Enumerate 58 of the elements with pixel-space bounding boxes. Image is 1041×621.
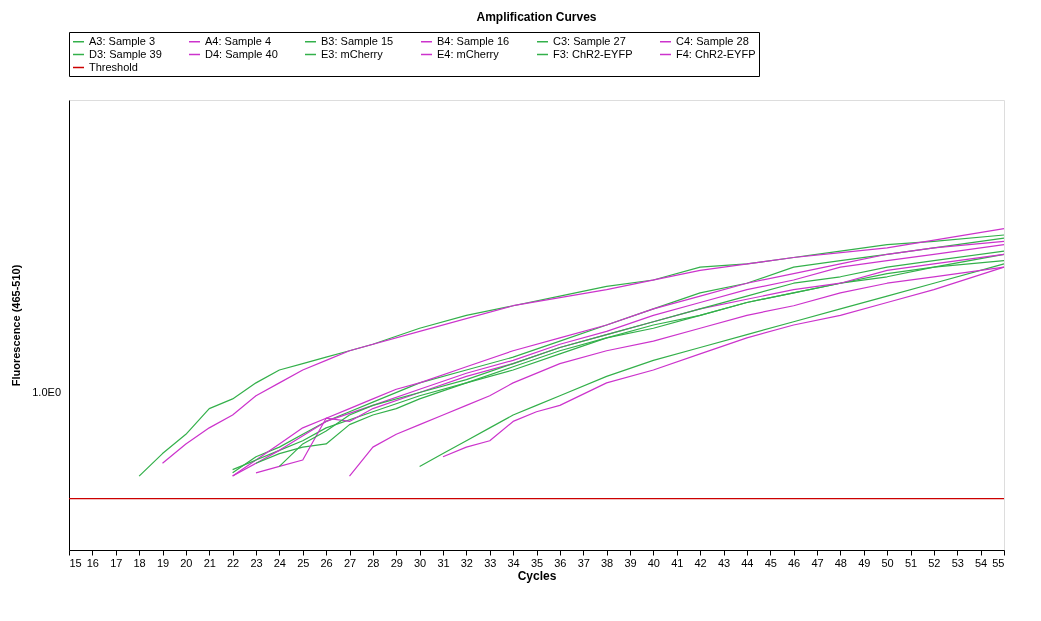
x-tick-label: 53 — [951, 556, 964, 569]
x-tick-label: 55 — [992, 556, 1005, 569]
x-tick-label: 31 — [437, 556, 450, 569]
x-tick-label: 34 — [507, 556, 520, 569]
x-tick-label: 16 — [86, 556, 99, 569]
x-tick-label: 52 — [928, 556, 941, 569]
x-tick-label: 43 — [717, 556, 731, 569]
legend-label: C4: Sample 28 — [676, 34, 749, 47]
x-tick-label: 20 — [180, 556, 193, 569]
x-tick-label: 29 — [390, 556, 403, 569]
x-tick-label: 38 — [601, 556, 614, 569]
x-tick-label: 35 — [530, 556, 544, 569]
x-tick-label: 32 — [460, 556, 473, 569]
x-tick-label: 37 — [577, 556, 590, 569]
x-tick-label: 21 — [203, 556, 216, 569]
legend-label: F3: ChR2-EYFP — [553, 47, 633, 60]
x-tick-label: 24 — [273, 556, 286, 569]
x-tick-label: 18 — [133, 556, 146, 569]
x-tick-label: 26 — [320, 556, 333, 569]
x-tick-label: 22 — [227, 556, 240, 569]
x-tick-label: 44 — [741, 556, 754, 569]
x-tick-label: 41 — [671, 556, 684, 569]
legend-label: D3: Sample 39 — [89, 47, 162, 60]
x-tick-label: 48 — [834, 556, 847, 569]
x-tick-label: 25 — [297, 556, 310, 569]
legend-label: B3: Sample 15 — [321, 34, 394, 47]
x-tick-label: 54 — [975, 556, 988, 569]
legend-label: D4: Sample 40 — [205, 47, 278, 60]
x-tick-label: 27 — [343, 556, 357, 569]
x-tick-label: 17 — [110, 556, 123, 569]
x-tick-label: 30 — [414, 556, 427, 569]
x-tick-label: 28 — [367, 556, 380, 569]
chart-title: Amplification Curves — [476, 9, 597, 24]
x-tick-label: 49 — [858, 556, 871, 569]
legend-label: E3: mCherry — [321, 47, 384, 60]
legend-label: B4: Sample 16 — [437, 34, 510, 47]
x-tick-label: 42 — [694, 556, 707, 569]
x-tick-label: 51 — [904, 556, 918, 569]
legend-label: E4: mCherry — [437, 47, 500, 60]
x-tick-label: 19 — [156, 556, 170, 569]
x-tick-label: 15 — [69, 556, 82, 569]
text: 1.0E0 — [32, 385, 61, 398]
x-tick-label: 40 — [647, 556, 660, 569]
x-tick-label: 23 — [250, 556, 263, 569]
x-tick-label: 36 — [554, 556, 567, 569]
x-tick-label: 45 — [764, 556, 777, 569]
x-tick-label: 46 — [788, 556, 801, 569]
x-tick-label: 39 — [624, 556, 637, 569]
legend-label: F4: ChR2-EYFP — [676, 47, 756, 60]
x-tick-label: 47 — [811, 556, 824, 569]
legend-label: C3: Sample 27 — [553, 34, 626, 47]
x-tick-label: 50 — [881, 556, 894, 569]
x-axis-title: Cycles — [517, 568, 557, 583]
legend-label: Threshold — [89, 60, 138, 73]
x-tick-label: 33 — [484, 556, 497, 569]
legend-label: A3: Sample 3 — [89, 34, 156, 47]
legend-label: A4: Sample 4 — [205, 34, 272, 47]
y-axis-title: Fluorescence (465-510) — [9, 264, 22, 387]
